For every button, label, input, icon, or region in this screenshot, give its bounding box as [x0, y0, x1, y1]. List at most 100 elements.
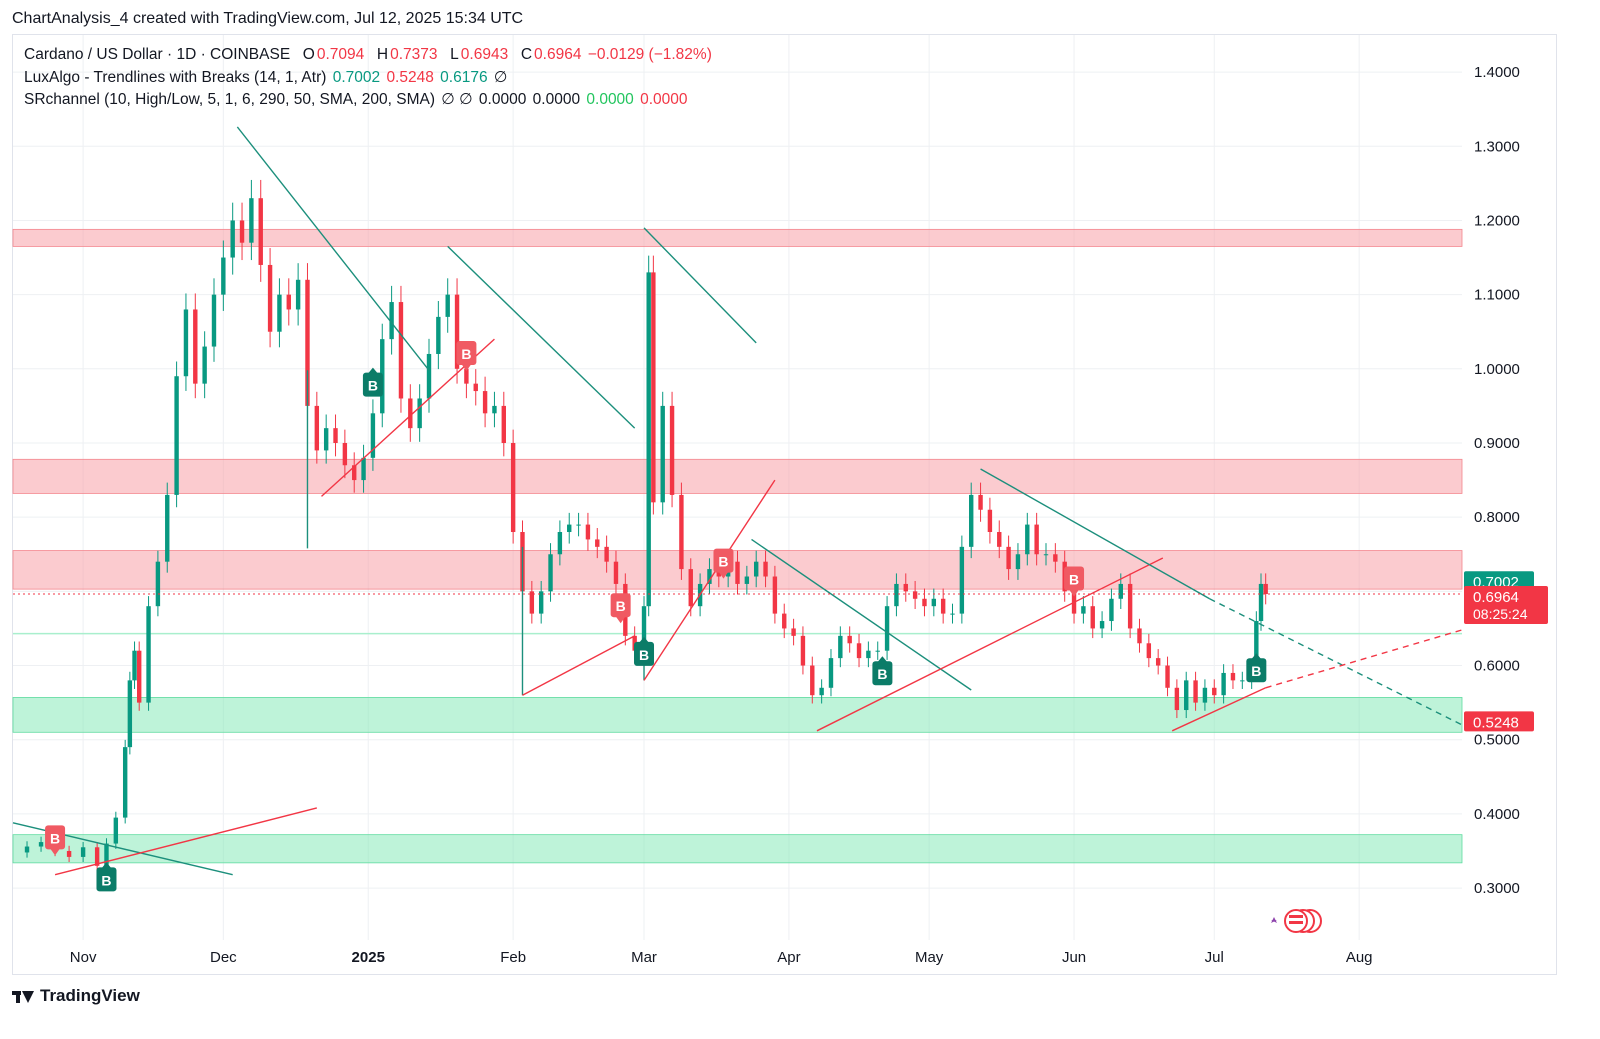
candle-body: [838, 635, 843, 659]
candle-body: [791, 628, 796, 636]
candle-body: [557, 532, 563, 555]
candle-body: [314, 405, 320, 451]
support-zone: [12, 834, 1463, 864]
candle-body: [94, 847, 100, 866]
candle-body: [903, 583, 908, 592]
legend-indicator-srchannel[interactable]: SRchannel (10, High/Low, 5, 1, 6, 290, 5…: [24, 90, 690, 109]
candle-body: [211, 294, 217, 347]
y-tick-label: 0.4000: [1474, 806, 1520, 823]
signal-pointer: [615, 616, 626, 624]
legend-change: −0.0129 (−1.82%): [587, 46, 712, 63]
footer-brand[interactable]: TradingView: [12, 986, 140, 1006]
candle-body: [959, 546, 965, 614]
y-tick-label: 1.1000: [1474, 287, 1520, 304]
candle-body: [104, 843, 109, 866]
candle-body: [286, 294, 291, 310]
legend-symbol: Cardano / US Dollar · 1D · COINBASE: [24, 46, 291, 63]
signal-label: B: [461, 346, 471, 362]
candle-body: [529, 591, 535, 614]
candle-body: [174, 376, 179, 495]
legend-indicator-luxalgo[interactable]: LuxAlgo - Trendlines with Breaks (14, 1,…: [24, 68, 509, 87]
candle-body: [1034, 524, 1039, 555]
candle-body: [361, 457, 366, 481]
signal-box: [713, 548, 734, 573]
candle-body: [122, 747, 128, 818]
candle-body: [744, 576, 750, 584]
trendline-resistance: [643, 227, 757, 344]
candle-body: [183, 309, 189, 377]
candle-body: [1230, 672, 1236, 681]
candle-body: [398, 302, 404, 399]
candle-body: [894, 583, 899, 607]
candle-body: [969, 494, 974, 547]
candle-body: [707, 569, 712, 584]
break-signal-marker[interactable]: B: [872, 656, 893, 686]
indicator2-value-3: 0.0000: [586, 91, 634, 108]
candle-body: [1212, 687, 1217, 696]
signal-box: [634, 641, 655, 666]
candle-body: [1137, 628, 1142, 644]
candle-body: [1263, 583, 1268, 595]
break-signal-marker[interactable]: B: [362, 367, 383, 397]
break-signal-marker[interactable]: B: [634, 636, 655, 666]
candle-body: [277, 294, 282, 332]
break-signal-marker[interactable]: B: [45, 825, 66, 856]
candle-body: [772, 576, 778, 614]
event-flag-stripe: [1289, 921, 1303, 924]
signal-label: B: [718, 554, 728, 570]
signal-pointer: [50, 848, 61, 856]
break-signal-marker[interactable]: B: [1246, 653, 1267, 683]
candle-body: [258, 198, 263, 265]
candle-body: [1221, 672, 1226, 696]
candle-body: [113, 817, 119, 844]
indicator2-value-4: 0.0000: [640, 91, 688, 108]
signal-pointer: [367, 367, 378, 374]
price-label-lower-trend: 0.5248: [1464, 711, 1534, 732]
legend-high: 0.7373: [390, 46, 438, 63]
candle-body: [819, 687, 824, 696]
trendline-resistance: [236, 126, 430, 371]
candle-body: [884, 606, 890, 651]
candle-body: [875, 650, 880, 652]
candle-body: [1146, 643, 1152, 659]
chart-title: ChartAnalysis_4 created with TradingView…: [12, 10, 524, 27]
candle-body: [155, 561, 161, 607]
trendline-support: [522, 635, 635, 696]
y-tick-label: 0.3000: [1474, 880, 1520, 897]
economic-event-icon[interactable]: [1271, 909, 1322, 933]
event-sparkle-icon: [1271, 917, 1277, 923]
candle-body: [800, 635, 806, 666]
candle-body: [931, 598, 937, 607]
candle-body: [922, 598, 927, 607]
candle-body: [828, 658, 834, 688]
break-signal-marker[interactable]: B: [456, 340, 477, 371]
signal-label: B: [639, 647, 649, 663]
break-signal-marker[interactable]: B: [1064, 566, 1085, 597]
candle-body: [473, 383, 478, 392]
break-signal-marker[interactable]: B: [96, 862, 117, 892]
candle-body: [1006, 546, 1011, 570]
candle-body: [1193, 680, 1198, 703]
candle-body: [127, 680, 133, 748]
candle-body: [445, 294, 450, 317]
candle-body: [165, 494, 170, 562]
signal-label: B: [616, 598, 626, 614]
candle-body: [482, 391, 488, 414]
y-tick-label: 0.6000: [1474, 658, 1520, 675]
candle-body: [567, 524, 572, 533]
trendline-support: [643, 479, 776, 681]
candle-body: [1099, 621, 1105, 629]
break-signal-marker[interactable]: B: [713, 548, 734, 579]
break-signal-marker[interactable]: B: [610, 593, 631, 624]
signal-label: B: [50, 830, 60, 846]
x-tick-label: Feb: [500, 949, 526, 966]
candle-body: [249, 198, 254, 243]
candle-body: [1184, 680, 1189, 711]
candle-body: [538, 591, 544, 614]
candle-body: [688, 569, 693, 607]
legend-low: 0.6943: [460, 46, 509, 63]
candle-body: [417, 398, 422, 429]
candle-body: [137, 650, 142, 703]
candle-body: [66, 850, 72, 857]
